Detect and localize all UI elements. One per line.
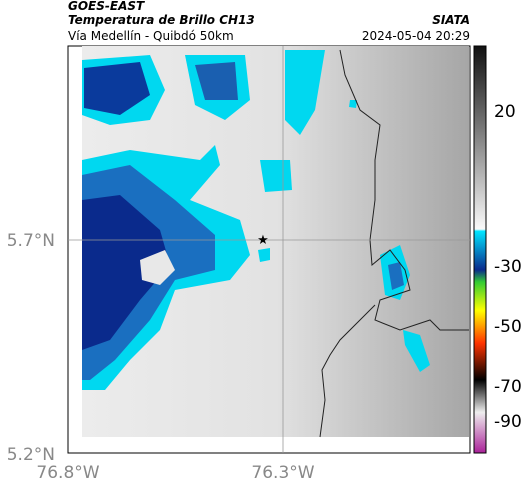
subtitle: Vía Medellín - Quibdó 50km <box>68 29 234 43</box>
colorbar-tick: -30 <box>494 257 522 277</box>
colorbar-tick: -90 <box>494 412 522 432</box>
location-marker: ★ <box>257 233 269 248</box>
timestamp: 2024-05-04 20:29 <box>362 29 470 43</box>
colorbar-tick: -70 <box>494 377 522 397</box>
source: SIATA <box>432 13 470 27</box>
lon-label: 76.3°W <box>251 463 314 483</box>
colorbar <box>473 45 487 454</box>
product: GOES-EAST <box>68 0 145 13</box>
lat-label: 5.2°N <box>7 445 55 465</box>
colorbar-tick: -50 <box>494 317 522 337</box>
cloud-tops <box>82 50 430 390</box>
lat-label: 5.7°N <box>7 231 55 251</box>
coastline <box>319 49 469 438</box>
colorbar-tick: 20 <box>494 102 516 122</box>
colorbar-ticks: 20 -30 -50 -70 -90 <box>494 102 522 432</box>
lon-label: 76.8°W <box>36 463 99 483</box>
title: Temperatura de Brillo CH13 <box>68 13 255 27</box>
